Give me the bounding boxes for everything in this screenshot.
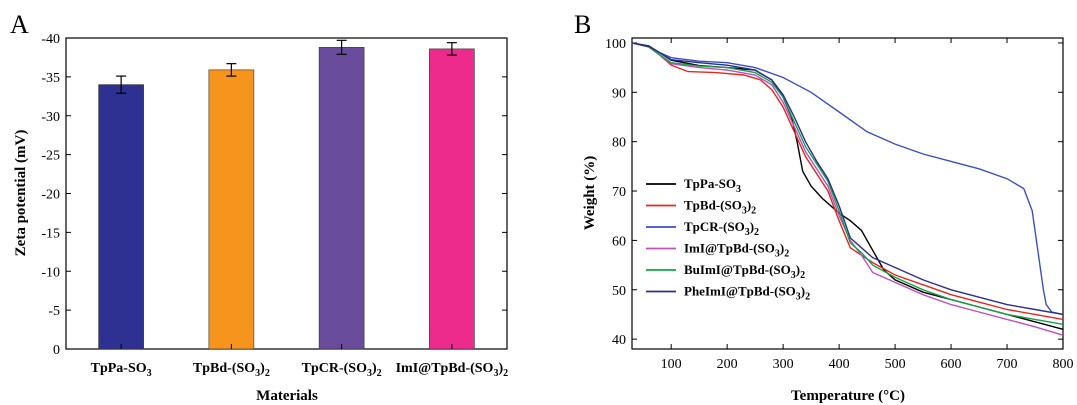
series-line [631,42,1064,336]
y-tick-label: 50 [612,284,626,299]
y-tick-label: -10 [41,265,60,280]
x-tick-label: 100 [661,357,682,372]
panel-a-bars [98,39,475,350]
category-label: TpCR-(SO3)2 [302,361,382,379]
series-line [631,42,1064,316]
x-tick-label: 800 [1053,357,1074,372]
panel-b-x-axis-title: Temperature (°C) [791,388,905,404]
panel-a-letter: A [10,10,29,39]
panel-a-y-axis-title: Zeta potential (mV) [13,130,29,257]
panel-b-y-axis-title: Weight (%) [582,156,598,231]
y-tick-label: -35 [41,71,60,86]
y-tick-label: 60 [612,234,626,249]
bar [429,48,475,350]
legend-label: TpBd-(SO3)2 [684,198,756,217]
x-tick-label: 200 [717,357,738,372]
legend-label: TpCR-(SO3)2 [684,219,759,238]
y-tick-label: 70 [612,185,626,200]
category-label: TpBd-(SO3)2 [193,361,270,379]
series-line [631,42,1064,316]
series-line [631,42,1064,321]
panel-b-line-chart: B 100 200 300 400 500 600 700 80040506070809010… [574,10,1074,404]
bar [208,69,255,350]
panel-a-category-labels: TpPa-SO3 TpBd-(SO3)2 TpCR-(SO3)2 ImI@TpBd-(… [91,361,509,379]
y-tick-label: 100 [605,37,626,52]
panel-b-letter: B [574,10,591,39]
x-tick-label: 700 [997,357,1018,372]
panel-b-frame [631,37,1064,350]
y-tick-label: 90 [612,86,626,101]
category-label: TpPa-SO3 [91,361,152,379]
y-tick-label: 80 [612,136,626,151]
y-tick-label: 40 [612,333,626,348]
x-tick-label: 600 [941,357,962,372]
y-tick-label: -15 [41,226,60,241]
legend-label: TpPa-SO3 [684,176,741,195]
panel-a-y-ticks: 0 -5 -10 -15 -20 -25 -30 -35 -40 [41,32,507,358]
y-tick-label: -20 [41,188,60,203]
panel-b-lines [631,42,1064,336]
y-tick-label: -40 [41,32,60,47]
panel-b-ticks: 100 200 300 400 500 600 700 800 40 50 60 70 80 90 100 [605,37,1074,372]
legend-label: BuImI@TpBd-(SO3)2 [684,262,805,281]
y-tick-label: -25 [41,149,60,164]
y-tick-label: -30 [41,110,60,125]
x-tick-label: 400 [829,357,850,372]
panel-a-x-axis-title: Materials [256,388,318,404]
x-tick-label: 500 [885,357,906,372]
category-label: ImI@TpBd-(SO3)2 [396,361,509,379]
legend-label: ImI@TpBd-(SO3)2 [684,241,789,260]
y-tick-label: 0 [53,343,60,358]
series-line [631,42,1064,325]
y-tick-label: -5 [48,304,60,319]
x-tick-label: 300 [773,357,794,372]
legend-label: PheImI@TpBd-(SO3)2 [684,284,810,303]
panel-a-bar-chart: A 0 -5 -10 -15 -20 -25 -30 -35 -40 TpPa-SO3 TpBd-… [10,10,508,404]
bar [98,84,144,350]
bar [318,47,365,350]
panel-b-legend: TpPa-SO3 TpBd-(SO3)2 TpCR-(SO3)2 ImI@TpBd-(… [646,176,810,303]
